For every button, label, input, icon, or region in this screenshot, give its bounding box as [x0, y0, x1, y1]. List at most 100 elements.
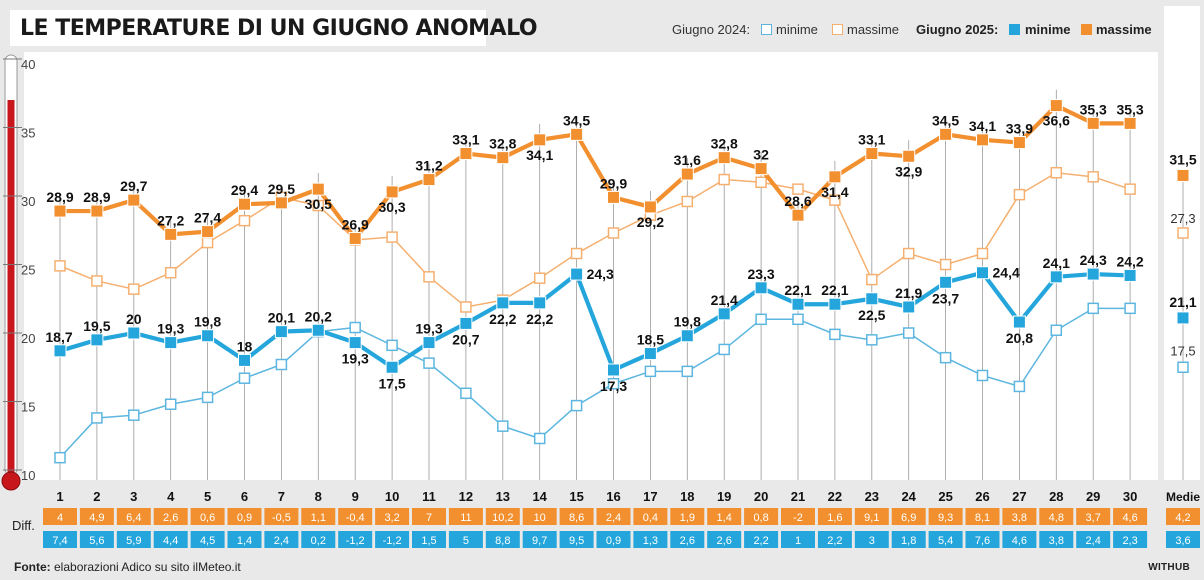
point-2025-max: [680, 167, 694, 181]
diff-cell-min: [965, 531, 1000, 548]
point-2025-min: [1012, 315, 1026, 329]
x-tick-label: 3: [130, 489, 137, 504]
point-2024-min: [792, 313, 804, 326]
data-label-2025-max: 33,1: [858, 132, 885, 148]
x-tick-label: 30: [1123, 489, 1137, 504]
point-2024-max: [1013, 188, 1026, 201]
data-label-2025-max: 34,5: [932, 112, 959, 128]
legend-group-2024: Giugno 2024:: [672, 22, 751, 37]
point-2025-max: [496, 151, 510, 165]
average-label-2025-max: 31,5: [1169, 151, 1196, 167]
diff-value-average-max: 4,2: [1175, 512, 1190, 524]
point-2025-min: [791, 297, 805, 311]
data-label-2025-min: 19,5: [83, 318, 110, 334]
x-tick-label: 26: [975, 489, 989, 504]
data-label-2025-max: 34,5: [563, 112, 590, 128]
point-2025-max: [90, 204, 104, 218]
diff-value-max: 4: [57, 512, 63, 524]
point-2024-max: [755, 176, 767, 189]
point-2024-min: [755, 313, 767, 326]
point-2025-min: [533, 296, 547, 310]
diff-value-min: 2,3: [1122, 535, 1137, 547]
diff-cell-max: [781, 508, 815, 525]
legend-group-2025: Giugno 2025:: [916, 22, 999, 37]
point-2024-max: [570, 247, 583, 260]
y-tick-label: 40: [21, 57, 35, 72]
diff-cell-max: [522, 508, 557, 525]
diff-value-min: -1,2: [346, 535, 365, 547]
diff-value-min: 1,4: [237, 535, 252, 547]
point-2025-max: [717, 151, 731, 165]
point-2025-min: [274, 325, 288, 339]
point-2025-max: [1012, 136, 1026, 150]
diff-value-min: 2,2: [753, 535, 768, 547]
point-2025-max: [902, 149, 916, 163]
x-tick-label: 1: [56, 489, 63, 504]
x-tick-label: 25: [938, 489, 952, 504]
diff-cell-max: [596, 508, 631, 525]
y-tick-label: 35: [21, 126, 35, 141]
diff-value-max: 4,6: [1122, 512, 1137, 524]
point-2024-max: [238, 214, 251, 227]
point-2025-min: [201, 329, 215, 343]
diff-cell-min: [1039, 531, 1074, 548]
diff-value-min: 0,9: [606, 535, 621, 547]
point-2025-min: [754, 281, 768, 295]
x-tick-label: 2: [93, 489, 100, 504]
diff-cell-max: [928, 508, 963, 525]
data-label-2025-min: 22,2: [526, 311, 553, 327]
data-label-2025-max: 31,2: [415, 158, 442, 174]
point-2024-max: [201, 236, 214, 249]
diff-cell-max: [633, 508, 668, 525]
diff-value-max: 1,4: [717, 512, 732, 524]
diff-cell-max: [264, 508, 299, 525]
diff-cell-min: [485, 531, 520, 548]
diff-value-min: -1,2: [383, 535, 402, 547]
diff-cell-max: [412, 508, 446, 525]
legend-swatch-2025-min: [1009, 24, 1020, 35]
x-tick-label: 17: [643, 489, 657, 504]
point-2025-max: [311, 182, 325, 196]
point-2025-max: [976, 133, 989, 147]
point-2024-min: [976, 369, 989, 382]
point-2025-min: [127, 326, 141, 340]
diff-value-max: 3,2: [384, 512, 399, 524]
diff-cell-max: [153, 508, 188, 525]
diff-cell-max: [338, 508, 373, 525]
data-label-2025-min: 19,3: [342, 351, 369, 367]
average-point-2025-min: [1176, 311, 1190, 325]
point-2025-max: [238, 197, 251, 211]
diff-cell-max: [79, 508, 114, 525]
point-2024-min: [460, 387, 472, 400]
diff-cell-min: [448, 531, 483, 548]
point-2024-min: [349, 321, 361, 334]
data-label-2025-min: 18: [237, 338, 253, 354]
diff-value-min: 0,2: [311, 535, 326, 547]
diff-cell-min: [781, 531, 815, 548]
diff-cell-min: [633, 531, 668, 548]
diff-cell-min: [264, 531, 299, 548]
point-2024-max: [1050, 166, 1063, 179]
point-2024-max: [423, 271, 435, 283]
diff-cell-max: [891, 508, 926, 525]
diff-cell-min: [190, 531, 225, 548]
diff-cell-min: [854, 531, 889, 548]
diff-value-min: 4,6: [1012, 535, 1027, 547]
diff-cell-average-min: [1166, 531, 1200, 548]
legend-swatch-2024-min: [761, 24, 772, 35]
thermometer-mercury: [7, 100, 15, 475]
data-label-2025-min: 21,9: [895, 285, 922, 301]
diff-row-label: Diff.: [12, 518, 35, 533]
point-2024-min: [91, 412, 103, 424]
data-label-2025-min: 20: [126, 311, 142, 327]
data-label-2025-min: 20,7: [452, 331, 479, 347]
diff-cell-max: [375, 508, 410, 525]
data-label-2025-min: 18,5: [637, 332, 664, 348]
data-label-2025-min: 23,3: [747, 266, 774, 282]
point-2024-min: [386, 339, 398, 352]
diff-cell-average-max: [1166, 508, 1200, 525]
x-tick-label: 16: [606, 489, 620, 504]
point-2025-max: [274, 196, 288, 210]
diff-value-max: 1,1: [311, 512, 326, 524]
point-2024-max: [91, 275, 103, 287]
